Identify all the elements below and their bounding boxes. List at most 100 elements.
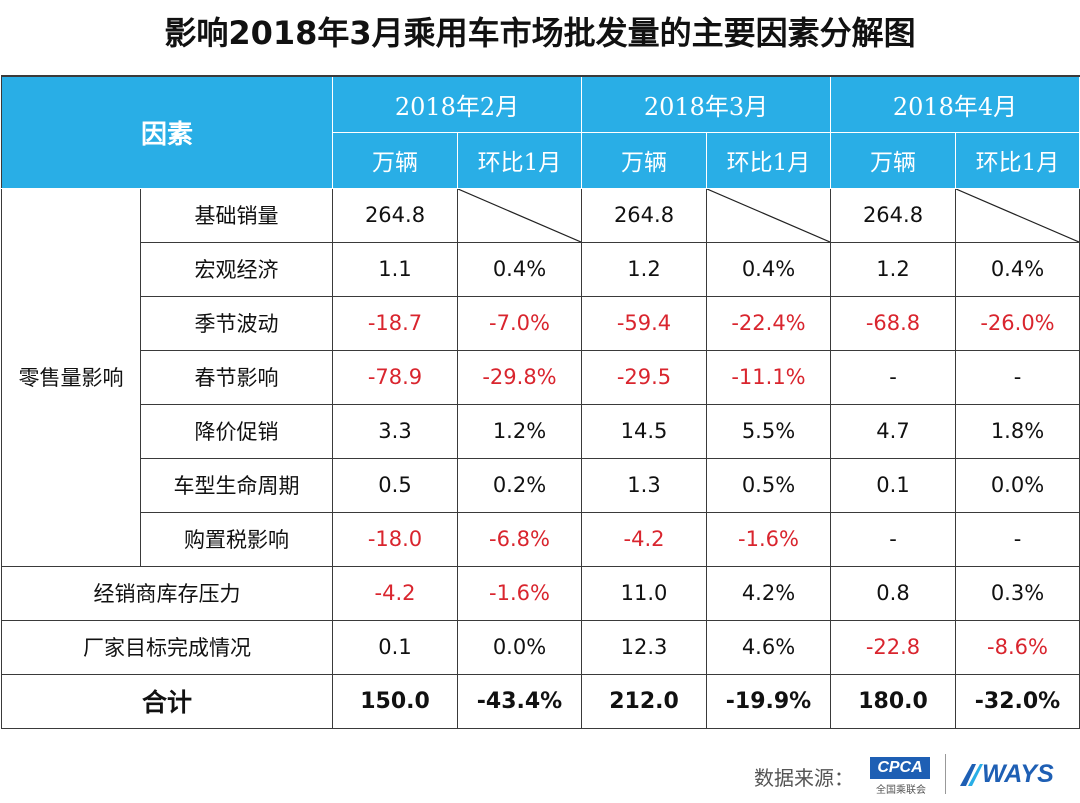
- value-cell-feb-mom: 0.4%: [457, 241, 582, 297]
- factor-label: 基础销量: [140, 187, 333, 243]
- value-cell-feb-mom: -6.8%: [457, 511, 582, 567]
- value-cell-apr-mom: 0.3%: [955, 565, 1080, 621]
- mom-header-apr: 环比1月: [955, 131, 1080, 189]
- value-cell-apr: 0.8: [830, 565, 956, 621]
- value-cell-feb: 0.5: [332, 457, 458, 513]
- value-cell-apr: -68.8: [830, 295, 956, 351]
- table-row: 宏观经济 1.1 0.4% 1.2 0.4% 1.2 0.4%: [2, 241, 1080, 297]
- empty-diagonal-cell: [457, 187, 582, 243]
- value-cell-feb: -78.9: [332, 349, 458, 405]
- value-cell-apr: 4.7: [830, 403, 956, 459]
- value-cell-feb-mom: 0.2%: [457, 457, 582, 513]
- ways-swoosh-icon: [960, 764, 983, 786]
- value-cell-feb: -18.0: [332, 511, 458, 567]
- factor-label: 春节影响: [140, 349, 333, 405]
- value-cell-feb: 3.3: [332, 403, 458, 459]
- total-value-apr-mom: -32.0%: [955, 673, 1080, 729]
- value-cell-apr-mom: -8.6%: [955, 619, 1080, 675]
- cpca-logo-text: CPCA: [870, 757, 930, 779]
- value-cell-mar: -4.2: [581, 511, 707, 567]
- factor-label: 购置税影响: [140, 511, 333, 567]
- table-row: 零售量影响 基础销量 264.8 264.8 264.8: [1, 187, 1080, 567]
- value-cell-apr: 264.8: [830, 187, 956, 243]
- value-cell-apr-mom: 1.8%: [955, 403, 1080, 459]
- value-cell-feb-mom: -29.8%: [457, 349, 582, 405]
- group-label: 零售量影响: [1, 187, 141, 567]
- value-cell-apr-mom: 0.0%: [955, 457, 1080, 513]
- value-cell-feb-mom: 1.2%: [457, 403, 582, 459]
- value-cell-feb: 0.1: [332, 619, 458, 675]
- total-value-feb-mom: -43.4%: [457, 673, 582, 729]
- unit-header-feb: 万辆: [332, 131, 458, 189]
- table-row: 厂家目标完成情况 0.1 0.0% 12.3 4.6% -22.8 -8.6%: [1, 619, 1080, 675]
- value-cell-mar: 1.3: [581, 457, 707, 513]
- value-cell-mar-mom: 4.2%: [706, 565, 831, 621]
- page-title: 影响2018年3月乘用车市场批发量的主要因素分解图: [164, 14, 916, 52]
- unit-header-mar: 万辆: [581, 131, 707, 189]
- total-value-apr: 180.0: [830, 673, 956, 729]
- total-value-feb: 150.0: [332, 673, 458, 729]
- value-cell-mar: -29.5: [581, 349, 707, 405]
- value-cell-apr: 1.2: [830, 241, 956, 297]
- value-cell-apr: 0.1: [830, 457, 956, 513]
- value-cell-mar-mom: -22.4%: [706, 295, 831, 351]
- ways-logo-text: WAYS: [982, 760, 1054, 788]
- table-row: 车型生命周期 0.5 0.2% 1.3 0.5% 0.1 0.0%: [2, 457, 1080, 513]
- value-cell-feb: 264.8: [332, 187, 458, 243]
- table-row: 购置税影响 -18.0 -6.8% -4.2 -1.6% - -: [2, 511, 1080, 567]
- ways-logo: WAYS: [958, 758, 1078, 792]
- total-label: 合计: [1, 673, 333, 729]
- factor-label: 降价促销: [140, 403, 333, 459]
- value-cell-apr-mom: 0.4%: [955, 241, 1080, 297]
- value-cell-mar: 1.2: [581, 241, 707, 297]
- factor-label: 季节波动: [140, 295, 333, 351]
- unit-header-apr: 万辆: [830, 131, 956, 189]
- value-cell-apr-mom: -26.0%: [955, 295, 1080, 351]
- factor-label: 厂家目标完成情况: [1, 619, 333, 675]
- value-cell-mar: -59.4: [581, 295, 707, 351]
- value-cell-mar: 264.8: [581, 187, 707, 243]
- value-cell-mar-mom: 0.4%: [706, 241, 831, 297]
- value-cell-mar: 12.3: [581, 619, 707, 675]
- value-cell-feb-mom: -1.6%: [457, 565, 582, 621]
- factor-header: 因素: [1, 75, 333, 189]
- value-cell-feb-mom: -7.0%: [457, 295, 582, 351]
- table-row: 降价促销 3.3 1.2% 14.5 5.5% 4.7 1.8%: [2, 403, 1080, 459]
- table-row: 季节波动 -18.7 -7.0% -59.4 -22.4% -68.8 -26.0%: [2, 295, 1080, 351]
- mom-header-feb: 环比1月: [457, 131, 582, 189]
- factor-table: 因素 2018年2月 2018年3月 2018年4月 万辆 环比1月 万辆 环比…: [1, 75, 1080, 729]
- empty-diagonal-cell: [955, 187, 1080, 243]
- value-cell-mar: 11.0: [581, 565, 707, 621]
- table-row: 春节影响 -78.9 -29.8% -29.5 -11.1% - -: [2, 349, 1080, 405]
- mom-header-mar: 环比1月: [706, 131, 831, 189]
- empty-diagonal-cell: [706, 187, 831, 243]
- value-cell-mar-mom: 5.5%: [706, 403, 831, 459]
- value-cell-mar-mom: -1.6%: [706, 511, 831, 567]
- value-cell-apr-mom: -: [955, 511, 1080, 567]
- value-cell-mar-mom: 0.5%: [706, 457, 831, 513]
- value-cell-feb: 1.1: [332, 241, 458, 297]
- month-header-apr: 2018年4月: [830, 75, 1080, 133]
- value-cell-apr: -22.8: [830, 619, 956, 675]
- data-source-label: 数据来源：: [754, 766, 854, 790]
- value-cell-feb-mom: 0.0%: [457, 619, 582, 675]
- factor-label: 经销商库存压力: [1, 565, 333, 621]
- value-cell-mar-mom: 4.6%: [706, 619, 831, 675]
- factor-label: 宏观经济: [140, 241, 333, 297]
- table-row: 经销商库存压力 -4.2 -1.6% 11.0 4.2% 0.8 0.3%: [1, 565, 1080, 621]
- value-cell-apr: -: [830, 349, 956, 405]
- total-row: 合计 150.0 -43.4% 212.0 -19.9% 180.0 -32.0%: [1, 673, 1080, 729]
- total-value-mar: 212.0: [581, 673, 707, 729]
- factor-label: 车型生命周期: [140, 457, 333, 513]
- value-cell-feb: -18.7: [332, 295, 458, 351]
- month-header-feb: 2018年2月: [332, 75, 582, 133]
- value-cell-mar-mom: -11.1%: [706, 349, 831, 405]
- month-header-mar: 2018年3月: [581, 75, 831, 133]
- cpca-logo-subtitle: 全国乘联会: [876, 785, 926, 796]
- total-value-mar-mom: -19.9%: [706, 673, 831, 729]
- value-cell-apr-mom: -: [955, 349, 1080, 405]
- logo-divider: [945, 754, 946, 794]
- value-cell-mar: 14.5: [581, 403, 707, 459]
- value-cell-feb: -4.2: [332, 565, 458, 621]
- value-cell-apr: -: [830, 511, 956, 567]
